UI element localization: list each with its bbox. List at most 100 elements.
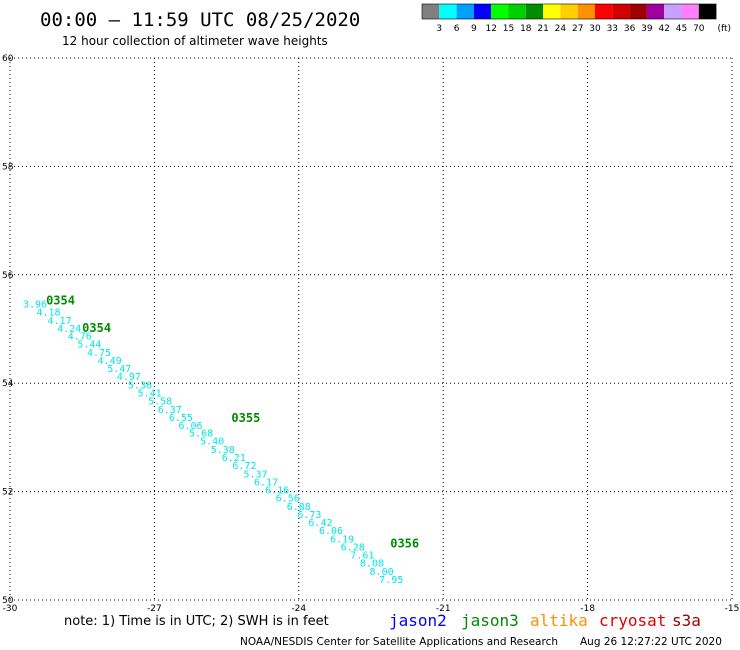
satellite-jason3: jason3 [461,611,519,630]
footer-timestamp: Aug 26 12:27:22 UTC 2020 [580,636,722,648]
legend-unit: (ft) [717,24,731,34]
satellite-altika: altika [530,611,588,630]
wave-height-point: 5.68 [189,429,213,440]
legend-bin-label: 24 [555,24,567,34]
chart-subtitle: 12 hour collection of altimeter wave hei… [62,34,328,48]
wave-height-point: 5.41 [138,388,162,399]
chart-title: 00:00 – 11:59 UTC 08/25/2020 [40,9,360,31]
satellite-cryosat: cryosat [599,611,666,630]
wave-height-point: 8.00 [370,567,394,578]
plot-grid [9,57,733,601]
legend-swatch [439,4,457,19]
legend-bin-label: 3 [436,24,442,34]
wave-height-point: 6.06 [319,526,343,537]
color-legend: 3 6 9 12 15 18 21 24 27 30 33 36 39 42 45 70 (ft) [421,3,731,34]
legend-bin-label: 18 [520,24,532,34]
wave-height-labels: 3.964.184.174.244.765.444.754.495.474.97… [23,300,403,586]
wave-height-point: 7.61 [350,551,374,562]
legend-swatch [646,4,665,19]
wave-height-point: 6.28 [341,542,365,553]
legend-bin-label: 39 [641,24,653,34]
legend-bin-label: 9 [471,24,477,34]
legend-bin-label: 21 [537,24,548,34]
wave-height-point: 5.44 [77,340,101,351]
wave-height-point: 6.06 [178,421,202,432]
time-label: 0356 [390,537,419,551]
x-tick-label: -24 [291,604,306,614]
legend-bin-label: 12 [485,24,496,34]
wave-height-point: 6.16 [265,486,289,497]
x-tick-label: -27 [147,604,162,614]
y-tick-label: 50 [2,596,14,606]
legend-swatch [491,4,509,19]
wave-height-point: 6.37 [158,405,182,416]
legend-swatch [681,4,699,19]
legend-swatch [543,4,561,19]
wave-height-point: 7.95 [379,575,403,586]
legend-swatch [612,4,630,19]
wave-height-point: 6.88 [287,502,311,513]
legend-bin-label: 42 [658,24,669,34]
x-tick-label: -30 [3,604,18,614]
legend-border [421,3,717,20]
legend-bin-label: 45 [676,24,687,34]
wave-height-point: 6.72 [232,461,256,472]
legend-bin-label: 36 [624,24,636,34]
legend-swatch [664,4,682,19]
wave-height-point: 5.40 [200,437,224,448]
wave-height-point: 4.97 [117,372,141,383]
wave-height-point: 5.37 [243,469,267,480]
x-tick-label: -18 [580,604,595,614]
y-tick-label: 54 [2,379,14,389]
wave-height-point: 4.17 [48,316,72,327]
time-label: 0354 [46,293,75,307]
satellite-s3a: s3a [672,611,701,630]
y-tick-label: 60 [2,54,14,64]
legend-swatch [560,4,578,19]
footer-credit: NOAA/NESDIS Center for Satellite Applica… [240,636,558,648]
legend-swatch [698,4,717,19]
y-tick-label: 56 [2,271,14,281]
legend-bin-label: 6 [454,24,460,34]
legend-swatch [508,4,526,19]
wave-height-point: 6.42 [308,518,332,529]
wave-height-point: 3.96 [23,300,47,311]
wave-height-point: 5.47 [107,364,131,375]
axis-ticks: -30 -27 -24 -21 -18 -15 50 52 54 56 58 60 [2,54,739,614]
wave-height-point: 6.21 [222,453,246,464]
wave-height-point: 8.08 [360,559,384,570]
wave-height-point: 6.73 [297,510,321,521]
wave-height-point: 5.36 [128,380,152,391]
satellite-legend: jason2 jason3 altika cryosat s3a [389,611,701,630]
legend-swatch [577,4,595,19]
wave-height-point: 5.58 [148,397,172,408]
time-label: 0355 [231,411,260,425]
wave-height-point: 6.17 [254,477,278,488]
wave-height-point: 6.19 [330,534,354,545]
legend-swatch [629,4,647,19]
y-tick-label: 58 [2,162,14,172]
legend-swatch [422,4,440,19]
legend-bin-label: 30 [589,24,601,34]
x-tick-label: -21 [436,604,451,614]
legend-swatch [473,4,492,19]
satellite-jason2: jason2 [389,611,447,630]
wave-height-point: 4.76 [68,332,92,343]
wave-height-point: 4.75 [87,348,111,359]
wave-height-point: 4.18 [36,308,60,319]
time-label: 0354 [82,321,111,335]
wave-height-point: 6.56 [276,494,300,505]
time-labels: 0354 0354 0355 0356 [46,293,419,550]
legend-bin-label: 70 [693,24,705,34]
legend-swatch [525,4,544,19]
legend-bin-label: 15 [503,24,514,34]
legend-swatch [595,4,613,19]
wave-height-point: 6.55 [169,413,193,424]
wave-height-point: 4.24 [57,324,81,335]
y-tick-label: 52 [2,488,13,498]
footer-note: note: 1) Time is in UTC; 2) SWH is in fe… [64,614,329,629]
x-tick-label: -15 [725,604,740,614]
legend-bin-label: 27 [572,24,583,34]
legend-bin-label: 33 [607,24,618,34]
